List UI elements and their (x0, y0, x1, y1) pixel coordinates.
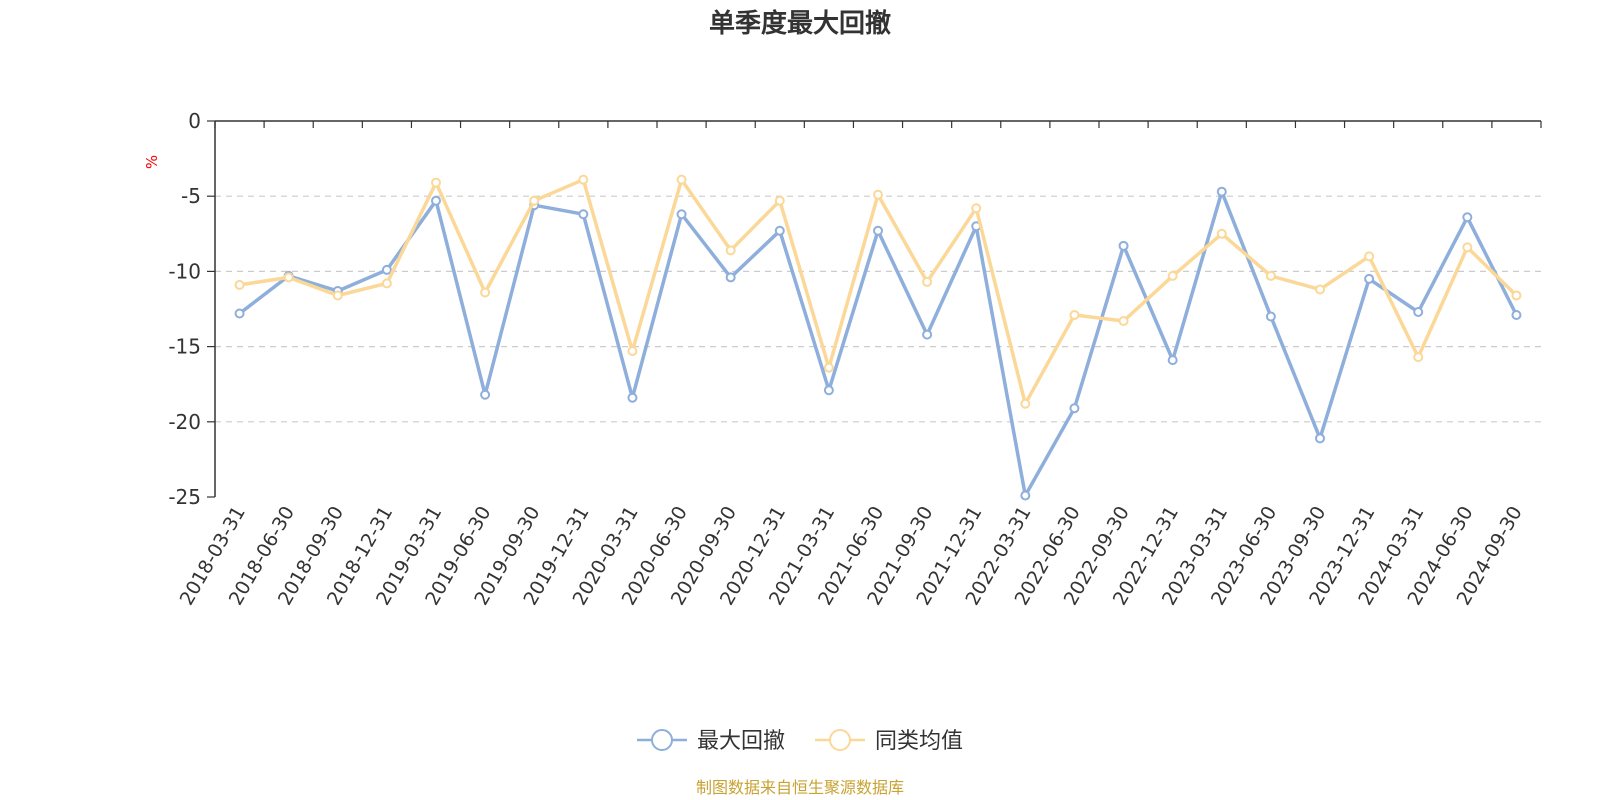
data-point (1511, 310, 1522, 321)
data-point (1265, 270, 1276, 281)
y-tick-label: -25 (168, 485, 201, 509)
legend-marker (829, 729, 851, 751)
data-point (1216, 186, 1227, 197)
data-point (1118, 316, 1129, 327)
series-lines (234, 174, 1522, 501)
data-point (676, 209, 687, 220)
data-point (627, 392, 638, 403)
data-point (922, 329, 933, 340)
data-point (1315, 284, 1325, 295)
data-point (381, 264, 392, 275)
data-point (529, 195, 540, 206)
legend[interactable]: 最大回撤 同类均值 (637, 729, 963, 754)
data-point (381, 278, 392, 289)
source-note: 制图数据来自恒生聚源数据库 (696, 778, 904, 797)
data-point (1167, 355, 1178, 366)
data-point (774, 195, 785, 206)
y-axis-unit-label: % (143, 155, 161, 169)
axes: 0-5-10-15-20-252018-03-312018-06-302018-… (168, 109, 1542, 609)
data-point (578, 174, 589, 185)
chart-title: 单季度最大回撤 (709, 8, 891, 39)
y-tick-label: -20 (168, 410, 201, 434)
data-point (873, 189, 883, 200)
legend-marker (651, 729, 673, 751)
legend-item-2[interactable]: 同类均值 (815, 729, 963, 754)
data-point (1118, 240, 1129, 251)
data-point (1315, 433, 1325, 444)
data-point (1216, 228, 1227, 239)
data-point (1364, 273, 1375, 284)
data-point (332, 290, 343, 301)
data-point (676, 174, 687, 185)
data-point (1265, 311, 1276, 322)
y-tick-label: -5 (181, 184, 201, 208)
data-point (480, 287, 491, 298)
data-point (823, 385, 834, 396)
data-point (1413, 352, 1424, 363)
data-point (578, 209, 589, 220)
data-point (1069, 310, 1080, 321)
series-1 (234, 186, 1522, 501)
data-point (774, 225, 785, 236)
series-2 (234, 174, 1522, 409)
series-line (239, 177, 1518, 406)
data-point (922, 276, 933, 287)
data-point (1413, 307, 1424, 318)
data-point (1364, 251, 1375, 262)
data-point (1167, 270, 1178, 281)
data-point (1069, 403, 1080, 414)
data-point (823, 362, 834, 373)
data-point (1462, 242, 1473, 253)
legend-label: 最大回撤 (697, 729, 785, 754)
data-point (1020, 398, 1031, 409)
y-tick-label: -15 (168, 335, 201, 359)
data-point (725, 272, 736, 283)
data-point (1020, 490, 1031, 501)
data-point (1511, 290, 1522, 301)
data-point (234, 308, 245, 319)
series-line (238, 189, 1518, 498)
data-point (480, 389, 491, 400)
y-tick-label: 0 (188, 109, 201, 133)
data-point (971, 203, 982, 214)
data-point (234, 279, 245, 290)
data-point (627, 346, 638, 357)
y-tick-label: -10 (168, 259, 201, 283)
legend-label: 同类均值 (875, 729, 963, 754)
data-point (431, 195, 441, 206)
legend-item-1[interactable]: 最大回撤 (637, 729, 785, 754)
data-point (873, 225, 883, 236)
data-point (431, 177, 441, 188)
data-point (725, 245, 736, 256)
data-point (283, 272, 294, 283)
data-point (1462, 212, 1473, 223)
